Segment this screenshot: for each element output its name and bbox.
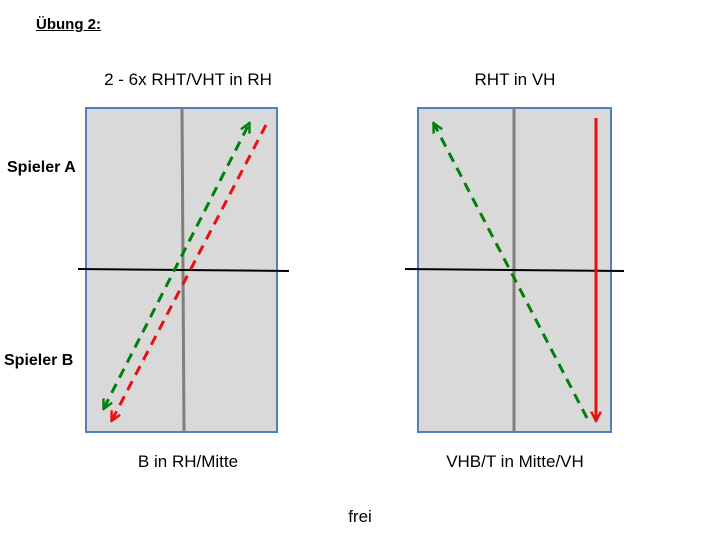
footer-text: frei xyxy=(348,507,372,526)
court-right xyxy=(404,107,625,433)
court-left-green-arrow xyxy=(104,124,249,408)
diagram-right-caption: VHB/T in Mitte/VH xyxy=(446,452,584,471)
court-left xyxy=(77,107,290,433)
diagram-right-title: RHT in VH xyxy=(474,70,556,89)
court-right-green-arrow xyxy=(434,124,589,419)
exercise-heading: Übung 2: xyxy=(36,16,101,33)
court-right-net xyxy=(404,268,625,272)
diagram-left-caption: B in RH/Mitte xyxy=(137,452,239,471)
diagram-left-title: 2 - 6x RHT/VHT in RH xyxy=(104,70,272,89)
player-a-label: Spieler A xyxy=(7,159,76,176)
court-left-red-arrow xyxy=(112,124,268,420)
player-b-label: Spieler B xyxy=(4,352,74,369)
